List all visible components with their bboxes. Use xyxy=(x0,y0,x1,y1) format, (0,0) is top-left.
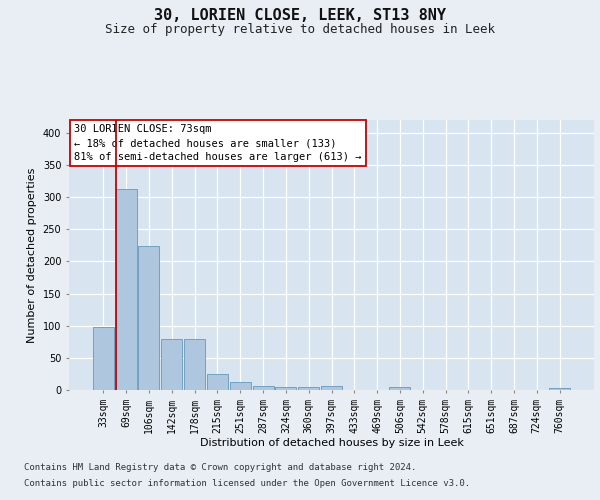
Text: Contains HM Land Registry data © Crown copyright and database right 2024.: Contains HM Land Registry data © Crown c… xyxy=(24,464,416,472)
Bar xyxy=(207,374,228,390)
Y-axis label: Number of detached properties: Number of detached properties xyxy=(27,168,37,342)
Bar xyxy=(93,327,114,390)
Bar xyxy=(253,386,274,390)
Bar xyxy=(230,382,251,390)
Text: Size of property relative to detached houses in Leek: Size of property relative to detached ho… xyxy=(105,22,495,36)
Bar xyxy=(389,387,410,390)
Text: Contains public sector information licensed under the Open Government Licence v3: Contains public sector information licen… xyxy=(24,478,470,488)
Bar xyxy=(161,338,182,390)
Bar xyxy=(275,388,296,390)
Bar xyxy=(116,189,137,390)
Bar xyxy=(298,388,319,390)
Bar xyxy=(321,386,342,390)
Bar xyxy=(139,246,160,390)
X-axis label: Distribution of detached houses by size in Leek: Distribution of detached houses by size … xyxy=(200,438,463,448)
Bar xyxy=(184,338,205,390)
Text: 30, LORIEN CLOSE, LEEK, ST13 8NY: 30, LORIEN CLOSE, LEEK, ST13 8NY xyxy=(154,8,446,22)
Bar xyxy=(549,388,570,390)
Text: 30 LORIEN CLOSE: 73sqm
← 18% of detached houses are smaller (133)
81% of semi-de: 30 LORIEN CLOSE: 73sqm ← 18% of detached… xyxy=(74,124,362,162)
